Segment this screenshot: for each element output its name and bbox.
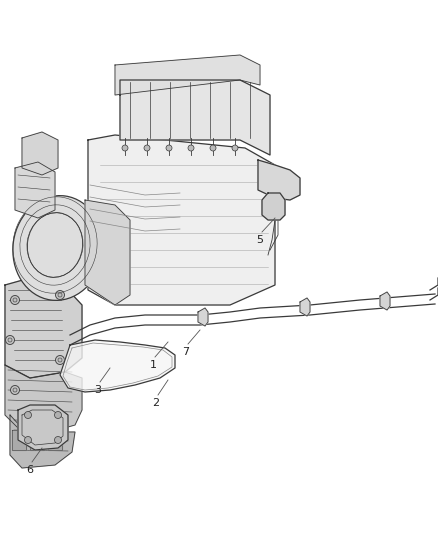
Ellipse shape bbox=[13, 196, 103, 301]
Circle shape bbox=[25, 411, 32, 418]
Text: 1: 1 bbox=[149, 360, 156, 370]
Circle shape bbox=[25, 437, 32, 443]
Circle shape bbox=[56, 290, 64, 300]
Circle shape bbox=[11, 385, 20, 394]
Circle shape bbox=[54, 437, 61, 443]
Circle shape bbox=[144, 145, 150, 151]
Polygon shape bbox=[380, 292, 390, 310]
Text: 3: 3 bbox=[95, 385, 102, 395]
Text: 6: 6 bbox=[27, 465, 33, 475]
Polygon shape bbox=[88, 135, 275, 305]
Polygon shape bbox=[10, 415, 75, 468]
Polygon shape bbox=[300, 298, 310, 316]
Polygon shape bbox=[22, 132, 58, 175]
Polygon shape bbox=[30, 430, 44, 450]
Circle shape bbox=[11, 295, 20, 304]
Circle shape bbox=[122, 145, 128, 151]
Circle shape bbox=[232, 145, 238, 151]
Circle shape bbox=[166, 145, 172, 151]
Polygon shape bbox=[5, 278, 82, 378]
Circle shape bbox=[6, 335, 14, 344]
Polygon shape bbox=[48, 430, 62, 450]
Polygon shape bbox=[18, 405, 68, 450]
Polygon shape bbox=[15, 162, 55, 218]
Polygon shape bbox=[60, 340, 175, 392]
Polygon shape bbox=[85, 200, 130, 305]
Text: 7: 7 bbox=[183, 347, 190, 357]
Circle shape bbox=[56, 356, 64, 365]
Polygon shape bbox=[198, 308, 208, 326]
Polygon shape bbox=[5, 365, 82, 432]
Text: 2: 2 bbox=[152, 398, 159, 408]
Circle shape bbox=[210, 145, 216, 151]
Polygon shape bbox=[115, 55, 260, 95]
Polygon shape bbox=[258, 160, 300, 200]
Polygon shape bbox=[262, 193, 285, 220]
Polygon shape bbox=[12, 430, 26, 450]
Polygon shape bbox=[120, 80, 270, 155]
Circle shape bbox=[188, 145, 194, 151]
Text: 5: 5 bbox=[257, 235, 264, 245]
Circle shape bbox=[54, 411, 61, 418]
